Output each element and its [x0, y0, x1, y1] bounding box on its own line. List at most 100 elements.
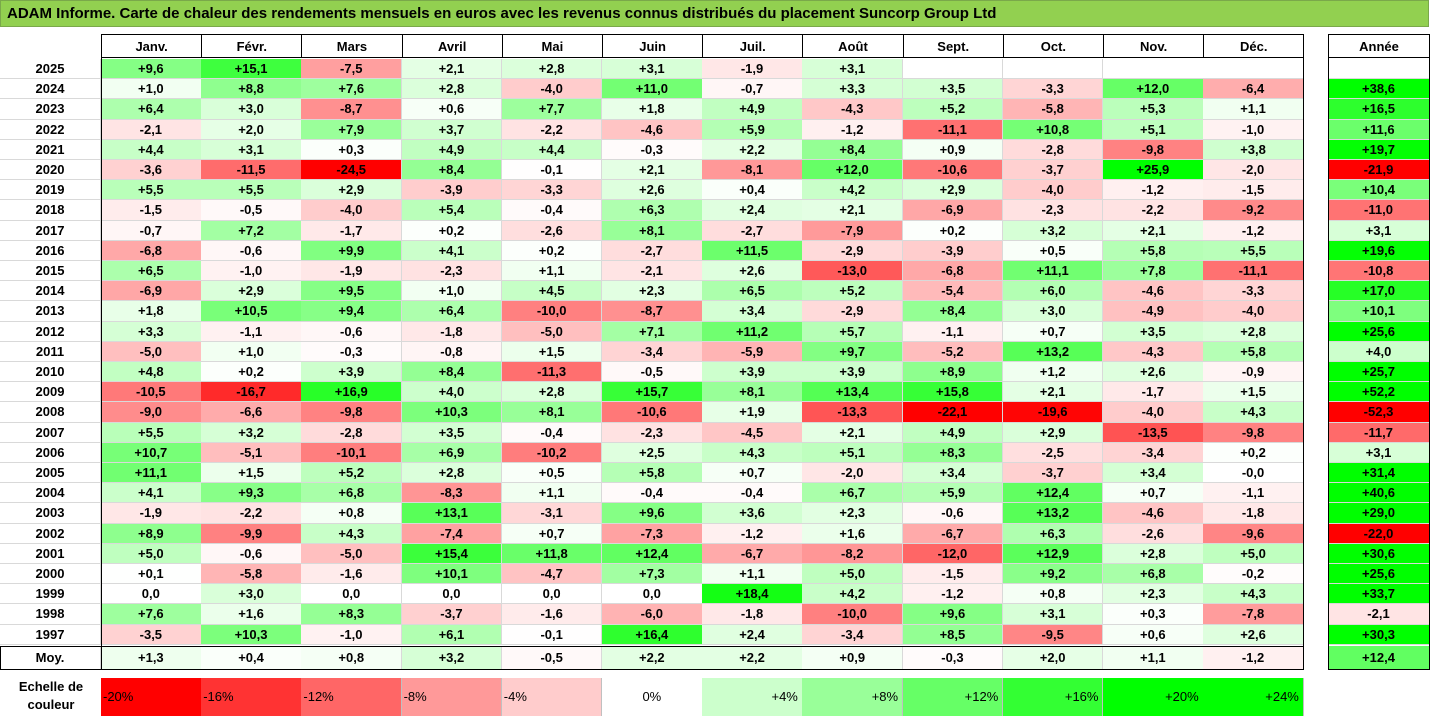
average-cell: +2,0	[1002, 646, 1104, 670]
heatmap-cell: -4,0	[501, 79, 603, 100]
heatmap-cell: +2,1	[1103, 220, 1204, 241]
heatmap-cell: +5,1	[1103, 119, 1204, 140]
heatmap-cell: -10,6	[602, 402, 703, 423]
heatmap-cell: +11,2	[702, 321, 803, 342]
heatmap-cell: +4,9	[702, 99, 803, 120]
heatmap-cell: +6,0	[1002, 281, 1104, 302]
average-cell: +0,4	[201, 646, 302, 670]
color-scale-step: -20%	[101, 678, 202, 716]
heatmap-cell: -9,9	[201, 523, 302, 544]
year-label: 2004	[0, 483, 101, 504]
heatmap-cell: -3,7	[401, 604, 503, 625]
heatmap-cell	[1203, 59, 1304, 80]
heatmap-cell: +9,7	[802, 341, 904, 362]
heatmap-cell: +18,4	[702, 584, 803, 605]
heatmap-cell: +7,3	[602, 564, 703, 585]
year-label: 2000	[0, 564, 101, 585]
heatmap-cell: -10,2	[501, 442, 603, 463]
month-header: Mars	[301, 34, 403, 58]
heatmap-cell: -1,2	[1103, 180, 1204, 201]
heatmap-cell: +5,8	[602, 463, 703, 484]
heatmap-cell: -2,2	[201, 503, 302, 524]
heatmap-cell: -6,9	[101, 281, 202, 302]
heatmap-cell: -2,3	[602, 422, 703, 443]
heatmap-cell: -8,7	[301, 99, 403, 120]
heatmap-cell: +15,8	[902, 382, 1004, 403]
heatmap-cell: +1,9	[702, 402, 803, 423]
heatmap-cell: -4,0	[1203, 301, 1304, 322]
heatmap-cell: +3,0	[201, 584, 302, 605]
heatmap-cell: +6,1	[401, 624, 503, 645]
year-label: 2011	[0, 341, 101, 362]
heatmap-cell: -1,1	[1203, 483, 1304, 504]
heatmap-cell: -0,1	[501, 624, 603, 645]
heatmap-cell: -13,0	[802, 261, 904, 282]
month-header: Janv.	[101, 34, 203, 58]
annual-cell: +31,4	[1328, 463, 1430, 484]
heatmap-cell: -4,6	[602, 119, 703, 140]
heatmap-cell: -0,4	[501, 422, 603, 443]
heatmap-cell: +7,8	[1103, 261, 1204, 282]
annual-cell: +25,6	[1328, 564, 1430, 585]
heatmap-cell: -1,6	[301, 564, 403, 585]
month-header: Sept.	[902, 34, 1004, 58]
heatmap-cell: +6,5	[702, 281, 803, 302]
heatmap-cell: +9,5	[301, 281, 403, 302]
heatmap-cell: -5,4	[902, 281, 1004, 302]
month-header: Févr.	[201, 34, 303, 58]
year-total-header: Année	[1328, 34, 1430, 58]
heatmap-cell: +9,6	[902, 604, 1004, 625]
heatmap-cell: +11,0	[602, 79, 703, 100]
heatmap-cell: -5,0	[101, 341, 202, 362]
month-header: Juin	[602, 34, 704, 58]
heatmap-cell: -2,8	[301, 422, 403, 443]
heatmap-cell: +0,7	[702, 463, 803, 484]
heatmap-cell: 0,0	[401, 584, 503, 605]
heatmap-cell: -7,8	[1203, 604, 1304, 625]
heatmap-cell: -0,6	[201, 240, 302, 261]
heatmap-cell: -3,3	[501, 180, 603, 201]
heatmap-cell: +3,4	[902, 463, 1004, 484]
heatmap-cell: +4,9	[401, 139, 503, 160]
heatmap-cell: +0,9	[902, 139, 1004, 160]
annual-cell: -2,1	[1328, 604, 1430, 625]
heatmap-cell: -9,0	[101, 402, 202, 423]
heatmap-cell: +4,8	[101, 362, 202, 383]
average-cell: +3,2	[401, 646, 503, 670]
month-header: Déc.	[1203, 34, 1305, 58]
heatmap-cell: -6,8	[101, 240, 202, 261]
heatmap-cell: +0,2	[501, 240, 603, 261]
heatmap-cell: +13,4	[802, 382, 904, 403]
heatmap-cell: -3,4	[602, 341, 703, 362]
heatmap-cell: -5,8	[1002, 99, 1104, 120]
heatmap-cell: -11,1	[1203, 261, 1304, 282]
heatmap-cell: +3,8	[1203, 139, 1304, 160]
heatmap-cell: +3,2	[1002, 220, 1104, 241]
year-label: 1998	[0, 604, 101, 625]
heatmap-cell: -3,5	[101, 624, 202, 645]
heatmap-cell: -0,7	[702, 79, 803, 100]
heatmap-cell: +15,7	[602, 382, 703, 403]
heatmap-cell: -9,6	[1203, 523, 1304, 544]
heatmap-cell: +5,9	[902, 483, 1004, 504]
heatmap-cell: +9,3	[201, 483, 302, 504]
heatmap-cell: +0,8	[301, 503, 403, 524]
heatmap-cell: +16,4	[602, 624, 703, 645]
heatmap-cell: +6,4	[101, 99, 202, 120]
heatmap-cell: +7,7	[501, 99, 603, 120]
heatmap-cell: -0,5	[602, 362, 703, 383]
annual-cell: +3,1	[1328, 442, 1430, 463]
heatmap-cell: -3,3	[1203, 281, 1304, 302]
heatmap-cell: +11,1	[1002, 261, 1104, 282]
heatmap-cell: +5,9	[702, 119, 803, 140]
heatmap-cell: 0,0	[501, 584, 603, 605]
heatmap-cell: +6,3	[1002, 523, 1104, 544]
heatmap-cell: +5,7	[802, 321, 904, 342]
heatmap-cell: +2,6	[1203, 624, 1304, 645]
heatmap-cell: -7,9	[802, 220, 904, 241]
year-label: 2024	[0, 79, 101, 100]
heatmap-cell: +9,9	[301, 240, 403, 261]
color-scale-step: -8%	[401, 678, 503, 716]
color-scale-step: -16%	[201, 678, 302, 716]
heatmap-cell: +2,9	[1002, 422, 1104, 443]
